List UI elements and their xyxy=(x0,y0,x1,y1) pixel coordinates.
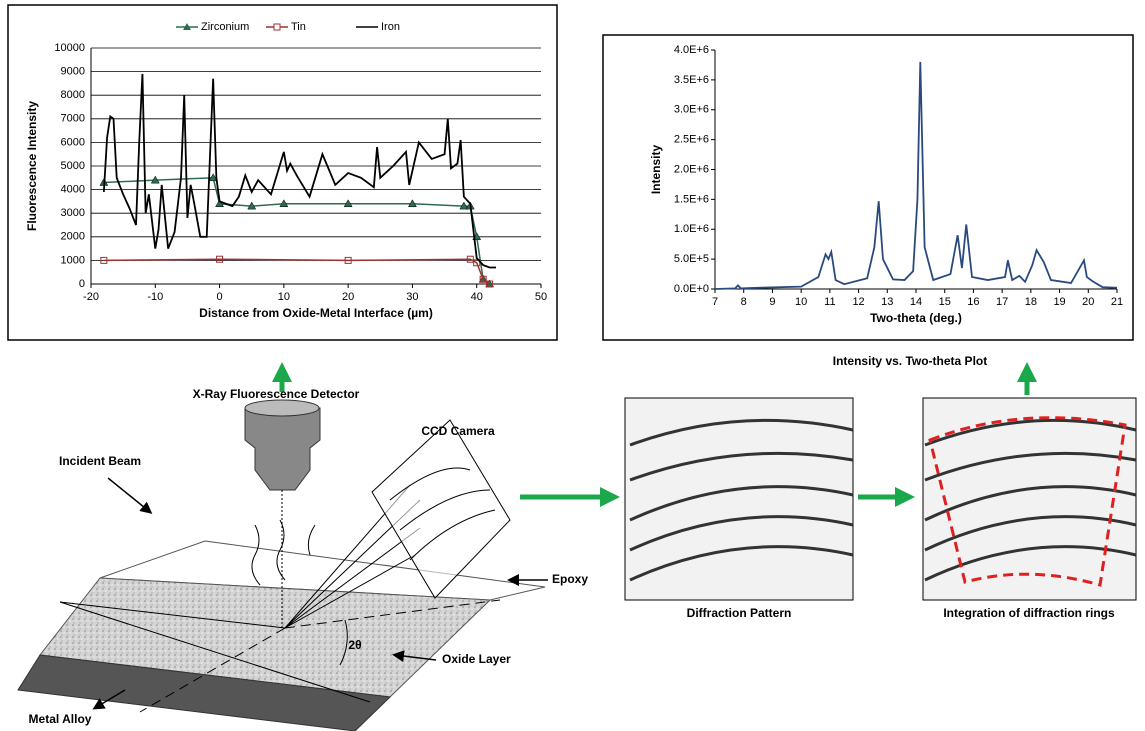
x-tick-label: 7 xyxy=(712,296,718,308)
y-tick-label: 0.0E+0 xyxy=(674,283,709,295)
legend-label: Zirconium xyxy=(201,21,249,33)
label: Intensity vs. Two-theta Plot xyxy=(833,354,987,368)
marker xyxy=(215,199,225,208)
y-tick-label: 5000 xyxy=(61,160,85,172)
y-tick-label: 4000 xyxy=(61,184,85,196)
marker xyxy=(459,201,469,210)
y-tick-label: 3000 xyxy=(61,207,85,219)
x-tick-label: 9 xyxy=(769,296,775,308)
y-tick-label: 8000 xyxy=(61,89,85,101)
y-tick-label: 6000 xyxy=(61,136,85,148)
beam xyxy=(59,601,371,703)
label: Oxide Layer xyxy=(442,652,511,666)
pattern-image xyxy=(624,397,854,601)
pointer xyxy=(107,477,153,514)
x-tick-label: 15 xyxy=(939,296,951,308)
x-tick-label: -20 xyxy=(83,291,99,303)
label: 2θ xyxy=(348,638,361,652)
marker xyxy=(150,175,160,184)
label: Metal Alloy xyxy=(29,712,92,726)
series-line xyxy=(714,61,1118,290)
diffracted-beam xyxy=(284,484,421,629)
detector xyxy=(244,407,321,491)
x-tick-label: 19 xyxy=(1053,296,1065,308)
marker xyxy=(466,255,474,263)
x-tick-label: 50 xyxy=(535,291,547,303)
label: Epoxy xyxy=(552,572,588,586)
x-tick-label: 0 xyxy=(217,291,223,303)
y-tick-label: 2.0E+6 xyxy=(674,163,709,175)
marker xyxy=(486,280,494,288)
marker xyxy=(343,199,353,208)
y-tick-label: 7000 xyxy=(61,113,85,125)
x-tick-label: 18 xyxy=(1025,296,1037,308)
series-line xyxy=(103,258,491,285)
x-tick-label: 16 xyxy=(967,296,979,308)
label: CCD Camera xyxy=(421,424,495,438)
x-tick-label: 10 xyxy=(795,296,807,308)
label: Incident Beam xyxy=(59,454,141,468)
x-tick-label: 8 xyxy=(741,296,747,308)
integration-image xyxy=(922,397,1137,601)
y-tick-label: 3.0E+6 xyxy=(674,104,709,116)
y-tick-label: 0 xyxy=(79,278,85,290)
axes xyxy=(90,48,541,285)
label: X-Ray Fluorescence Detector xyxy=(193,387,360,401)
y-tick-label: 4.0E+6 xyxy=(674,44,709,56)
label: Integration of diffraction rings xyxy=(943,606,1115,620)
x-tick-label: 40 xyxy=(471,291,483,303)
x-tick-label: 13 xyxy=(881,296,893,308)
pointer xyxy=(392,650,437,663)
x-tick-label: 20 xyxy=(342,291,354,303)
x-tick-label: 21 xyxy=(1111,296,1123,308)
legend-label: Iron xyxy=(381,21,400,33)
series-line xyxy=(102,73,496,269)
axis-line xyxy=(139,599,501,713)
y-tick-label: 1000 xyxy=(61,254,85,266)
diagram: X-Ray Fluorescence Detector Incident Bea… xyxy=(17,354,1137,731)
x-tick-label: 30 xyxy=(406,291,418,303)
marker xyxy=(208,173,218,182)
chart-frame xyxy=(7,4,558,341)
angle-arc xyxy=(339,619,348,666)
y-tick-label: 2000 xyxy=(61,231,85,243)
y-tick-label: 1.5E+6 xyxy=(674,193,709,205)
marker xyxy=(216,255,224,263)
metal-layer xyxy=(17,654,392,731)
y-tick-label: 10000 xyxy=(54,42,85,54)
x-tick-label: 11 xyxy=(824,296,835,308)
marker xyxy=(100,256,108,264)
marker xyxy=(473,259,481,267)
marker xyxy=(247,201,257,210)
y-axis-title: Intensity xyxy=(649,145,663,195)
y-tick-label: 2.5E+6 xyxy=(674,134,709,146)
y-axis-title: Fluorescence Intensity xyxy=(25,101,39,231)
y-tick-label: 1.0E+6 xyxy=(674,223,709,235)
legend-marker xyxy=(183,23,191,30)
pointer xyxy=(92,689,126,710)
y-tick-label: 9000 xyxy=(61,66,85,78)
legend-marker xyxy=(273,23,281,31)
x-axis-title: Two-theta (deg.) xyxy=(870,311,962,325)
x-tick-label: 12 xyxy=(852,296,864,308)
x-tick-label: 20 xyxy=(1082,296,1094,308)
y-tick-label: 5.0E+5 xyxy=(674,253,709,265)
ccd-ring xyxy=(389,467,496,561)
x-tick-label: -10 xyxy=(147,291,163,303)
label: Diffraction Pattern xyxy=(687,606,792,620)
marker xyxy=(344,256,352,264)
ccd-camera xyxy=(371,419,511,599)
x-axis-title: Distance from Oxide-Metal Interface (µm) xyxy=(199,306,433,320)
x-tick-label: 14 xyxy=(910,296,922,308)
marker xyxy=(279,199,289,208)
detector-top xyxy=(244,399,320,417)
marker xyxy=(407,199,417,208)
y-tick-label: 3.5E+6 xyxy=(674,74,709,86)
legend-label: Tin xyxy=(291,21,306,33)
x-tick-label: 10 xyxy=(278,291,290,303)
marker xyxy=(479,275,487,283)
x-tick-label: 17 xyxy=(996,296,1008,308)
fluorescence xyxy=(251,519,316,586)
